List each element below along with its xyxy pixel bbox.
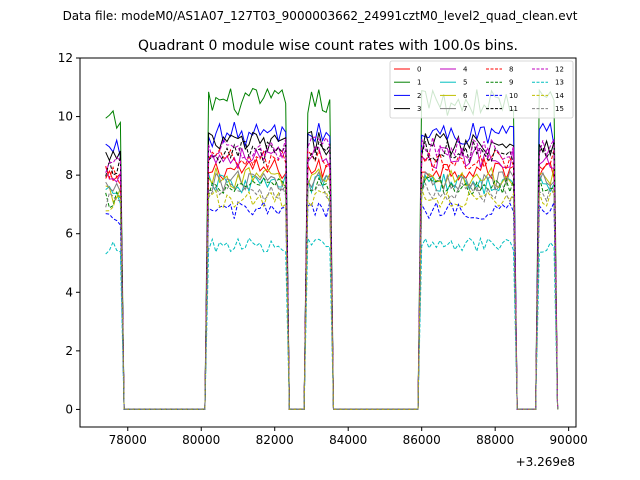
legend-label-11: 11	[509, 105, 518, 113]
x-tick-label: 84000	[329, 433, 367, 447]
x-tick-label: 78000	[109, 433, 147, 447]
legend-label-3: 3	[417, 105, 421, 113]
legend-label-1: 1	[417, 79, 421, 87]
y-axis: 0 2 4 6 8 10 12	[58, 51, 80, 416]
y-tick-label: 0	[65, 402, 73, 416]
legend-label-7: 7	[463, 105, 467, 113]
y-tick-label: 12	[58, 51, 73, 65]
x-axis: 78000 80000 82000 84000 86000 88000 90000	[109, 427, 588, 447]
y-tick-label: 8	[65, 168, 73, 182]
legend-label-6: 6	[463, 92, 468, 100]
plot-frame	[79, 57, 577, 428]
chart-title: Quadrant 0 module wise count rates with …	[138, 38, 518, 54]
legend-label-2: 2	[417, 92, 421, 100]
x-tick-label: 80000	[182, 433, 220, 447]
legend-label-8: 8	[509, 66, 513, 74]
legend-label-15: 15	[555, 105, 564, 113]
y-tick-label: 6	[65, 227, 73, 241]
series-layer	[105, 87, 559, 410]
y-tick-label: 10	[58, 110, 73, 124]
x-offset-label: +3.269e8	[516, 455, 575, 469]
x-tick-label: 86000	[403, 433, 441, 447]
legend-label-5: 5	[463, 79, 467, 87]
series-line-12	[105, 136, 559, 410]
legend-label-4: 4	[463, 66, 468, 74]
x-tick-label: 82000	[256, 433, 294, 447]
legend-label-13: 13	[555, 79, 564, 87]
y-tick-label: 4	[65, 285, 73, 299]
y-tick-label: 2	[65, 344, 73, 358]
legend-label-14: 14	[555, 92, 564, 100]
legend-frame	[389, 60, 574, 119]
series-line-15	[105, 182, 559, 410]
x-tick-label: 88000	[476, 433, 514, 447]
legend-label-10: 10	[509, 92, 518, 100]
x-tick-label: 90000	[550, 433, 588, 447]
chart-suptitle: Data file: modeM0/AS1A07_127T03_90000036…	[63, 9, 578, 23]
legend-label-9: 9	[509, 79, 513, 87]
legend-label-0: 0	[417, 66, 421, 74]
legend-label-12: 12	[555, 66, 564, 74]
